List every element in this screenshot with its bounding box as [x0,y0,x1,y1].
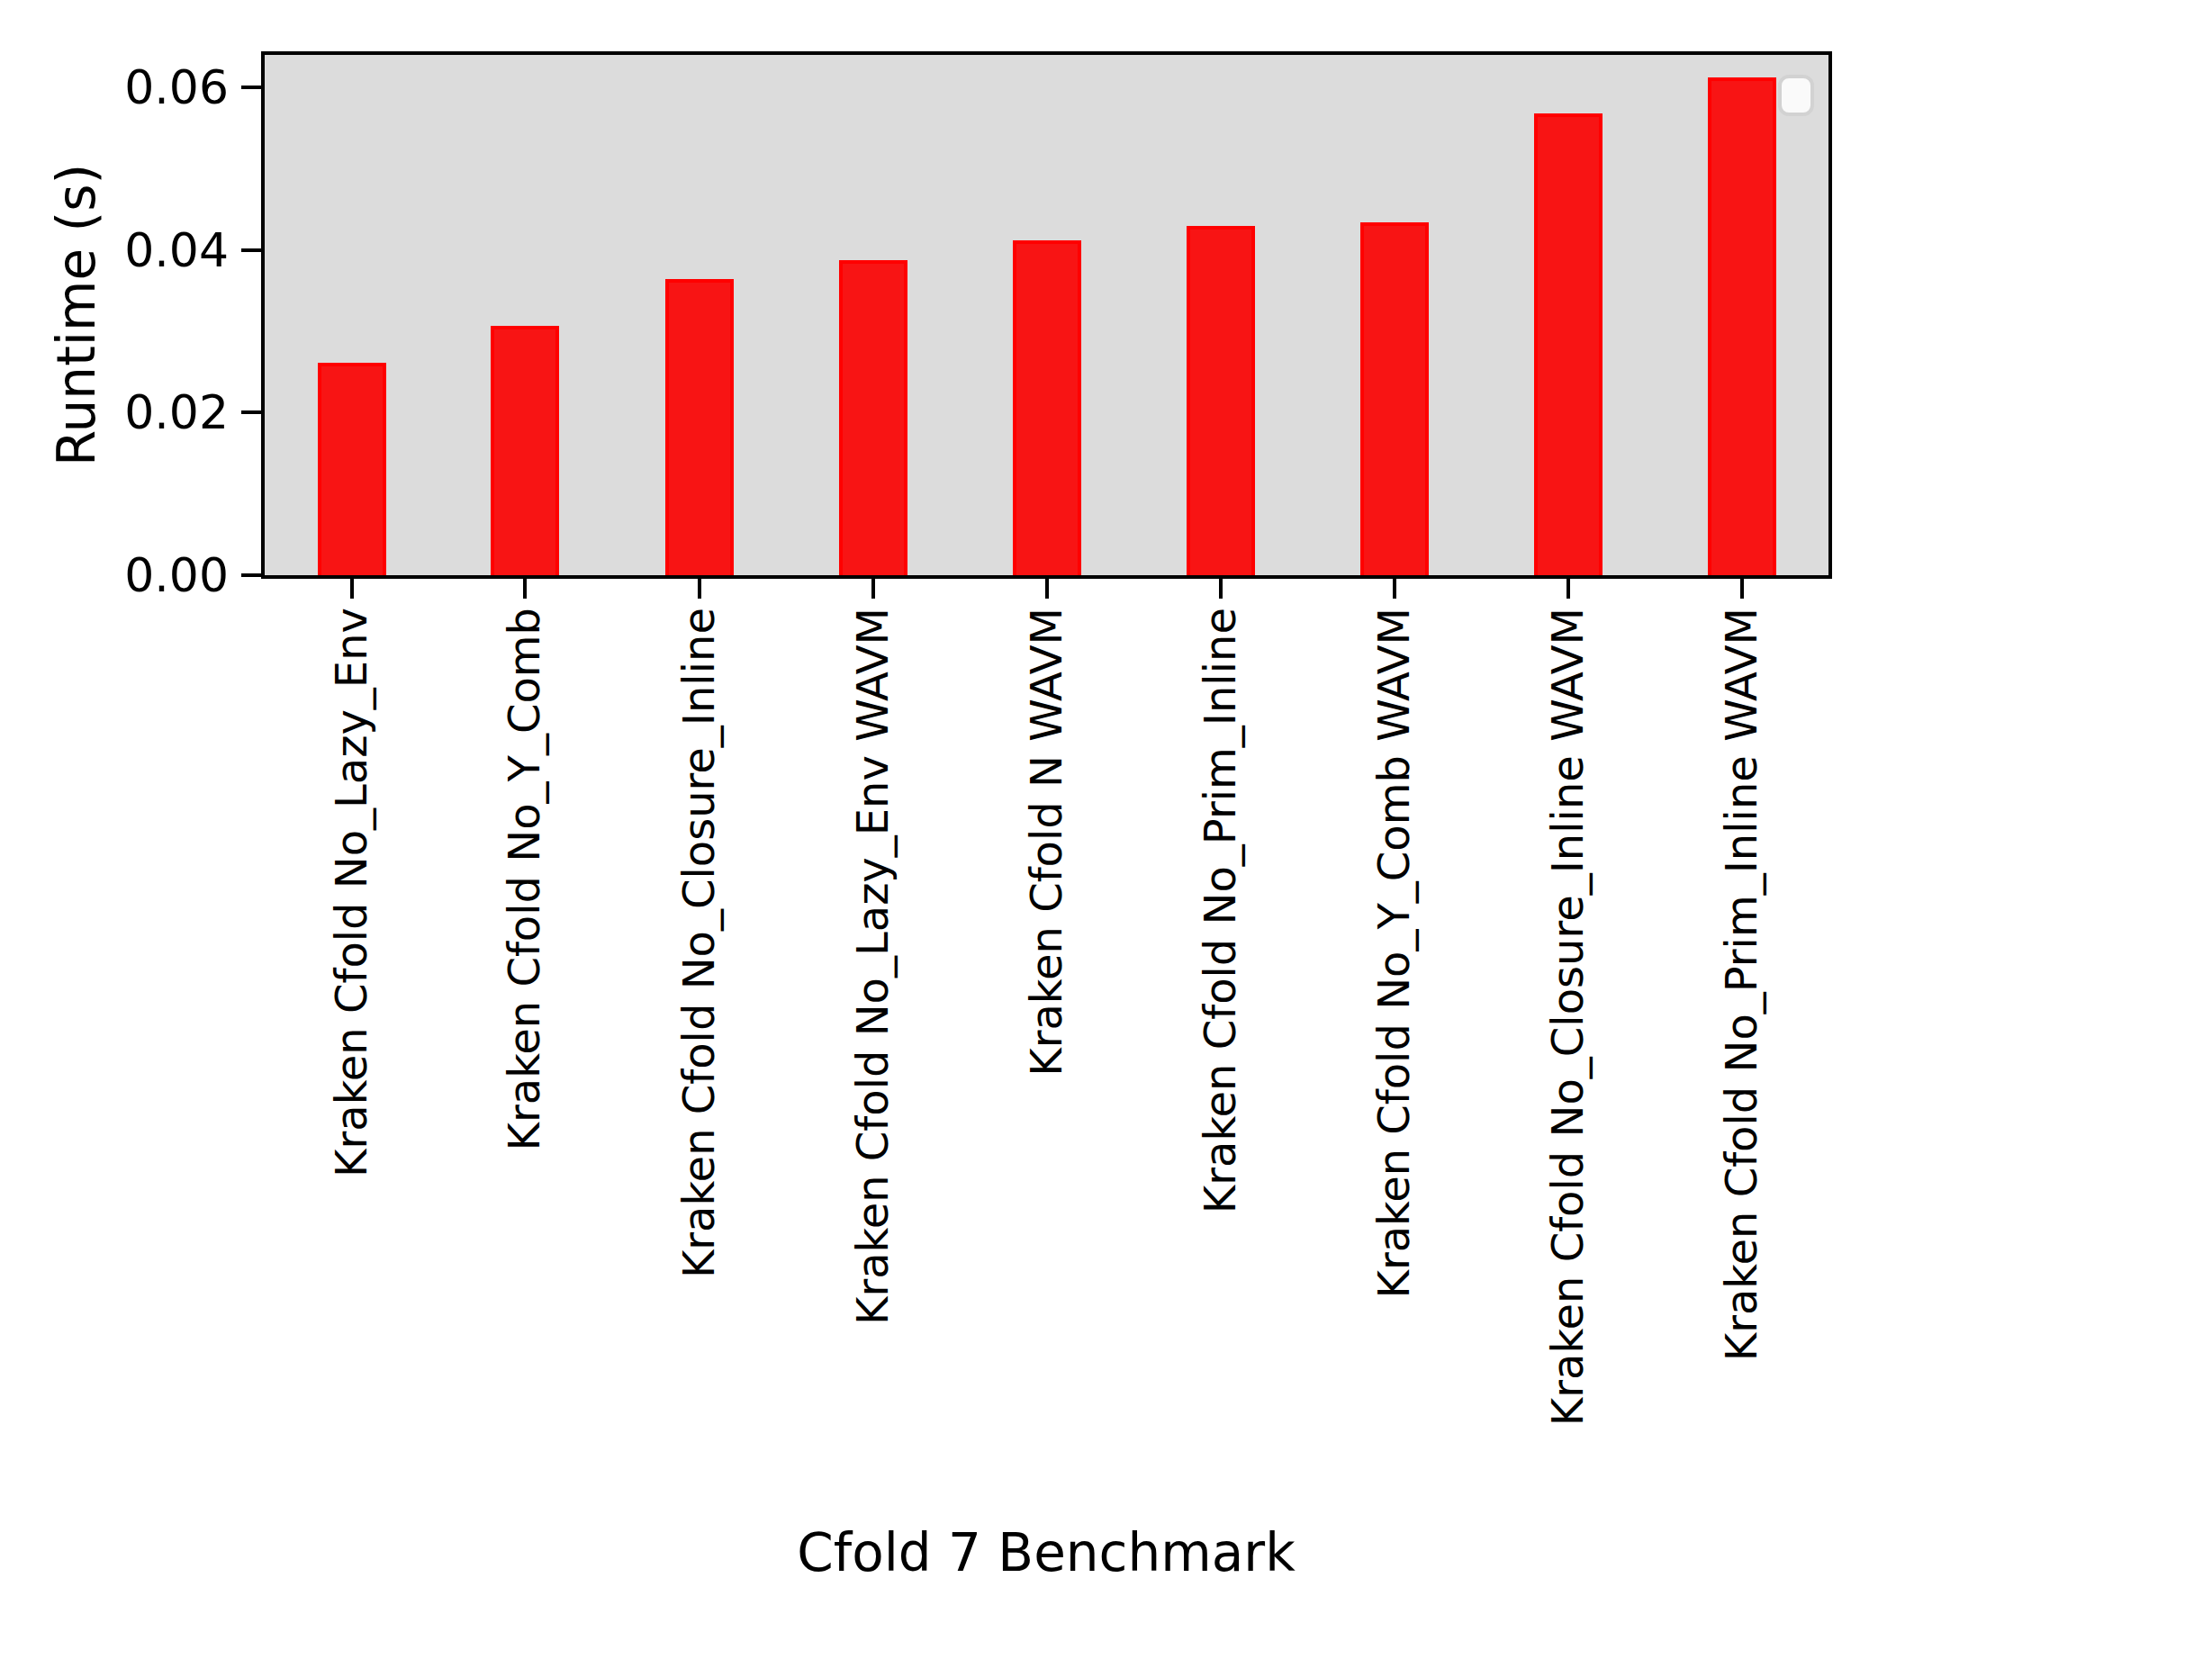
x-tick-mark [698,579,701,599]
x-tick-label: Kraken Cfold N WAVM [1022,608,1071,1077]
x-tick-label: Kraken Cfold No_Closure_Inline [674,608,724,1278]
x-tick-mark [1045,579,1049,599]
x-tick-mark [350,579,354,599]
x-tick-label: Kraken Cfold No_Prim_Inline [1196,608,1245,1213]
x-tick-mark [1566,579,1570,599]
bar-3 [665,279,734,575]
bar-4 [839,260,907,575]
x-tick-label: Kraken Cfold No_Y_Comb WAVM [1369,608,1419,1299]
bar-7 [1360,222,1429,575]
y-tick-label: 0.00 [40,552,229,599]
plot-area: 0.000.020.040.06 Kraken Cfold No_Lazy_En… [261,51,1832,579]
x-tick-label: Kraken Cfold No_Lazy_Env [327,608,376,1177]
y-tick-mark [241,86,261,89]
x-tick-mark [1740,579,1744,599]
y-tick-mark [241,248,261,252]
x-tick-label: Kraken Cfold No_Y_Comb [501,608,550,1150]
y-tick-label: 0.02 [40,389,229,436]
y-tick-label: 0.06 [40,64,229,111]
figure: Runtime (s) 0.000.020.040.06 Kraken Cfol… [0,0,2212,1659]
bar-6 [1187,226,1255,575]
bar-5 [1013,240,1081,575]
x-tick-mark [871,579,875,599]
bar-1 [318,363,386,575]
x-axis-label: Cfold 7 Benchmark [797,1522,1295,1583]
y-tick-mark [241,410,261,414]
y-tick-mark [241,573,261,577]
legend-box [1778,75,1814,116]
bar-8 [1534,113,1603,575]
x-tick-label: Kraken Cfold No_Closure_Inline WAVM [1543,608,1593,1426]
x-tick-label: Kraken Cfold No_Lazy_Env WAVM [848,608,898,1325]
x-tick-mark [1219,579,1223,599]
bars-container [265,55,1828,575]
bar-9 [1708,77,1776,575]
x-tick-label: Kraken Cfold No_Prim_Inline WAVM [1717,608,1766,1361]
x-tick-mark [1393,579,1396,599]
x-tick-mark [523,579,527,599]
bar-2 [491,326,559,575]
y-tick-label: 0.04 [40,227,229,274]
